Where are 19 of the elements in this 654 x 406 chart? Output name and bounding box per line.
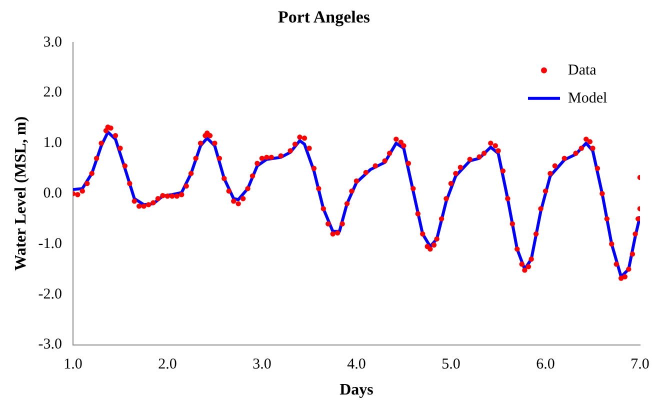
legend-label: Data bbox=[568, 62, 597, 78]
x-tick-label: 7.0 bbox=[630, 356, 650, 373]
x-tick-label: 3.0 bbox=[252, 356, 272, 373]
x-axis-title: Days bbox=[340, 382, 374, 399]
y-tick-label: -1.0 bbox=[38, 236, 62, 252]
x-tick-label: 6.0 bbox=[536, 356, 555, 373]
x-tick-label: 4.0 bbox=[347, 356, 366, 373]
y-axis-title: Water Level (MSL, m) bbox=[12, 116, 30, 271]
y-tick-label: 0.0 bbox=[43, 186, 62, 202]
y-tick-label: -3.0 bbox=[38, 336, 62, 353]
y-tick-label: 1.0 bbox=[43, 135, 62, 152]
x-tick-label: 2.0 bbox=[158, 356, 177, 373]
y-tick-label: 3.0 bbox=[43, 34, 62, 50]
y-tick-label: 2.0 bbox=[43, 84, 62, 101]
chart-title: Port Angeles bbox=[278, 8, 370, 27]
legend-label: Model bbox=[568, 90, 608, 106]
x-tick-label: 5.0 bbox=[442, 356, 460, 373]
y-tick-label: -2.0 bbox=[38, 286, 62, 302]
x-tick-label: 1.0 bbox=[64, 356, 82, 373]
